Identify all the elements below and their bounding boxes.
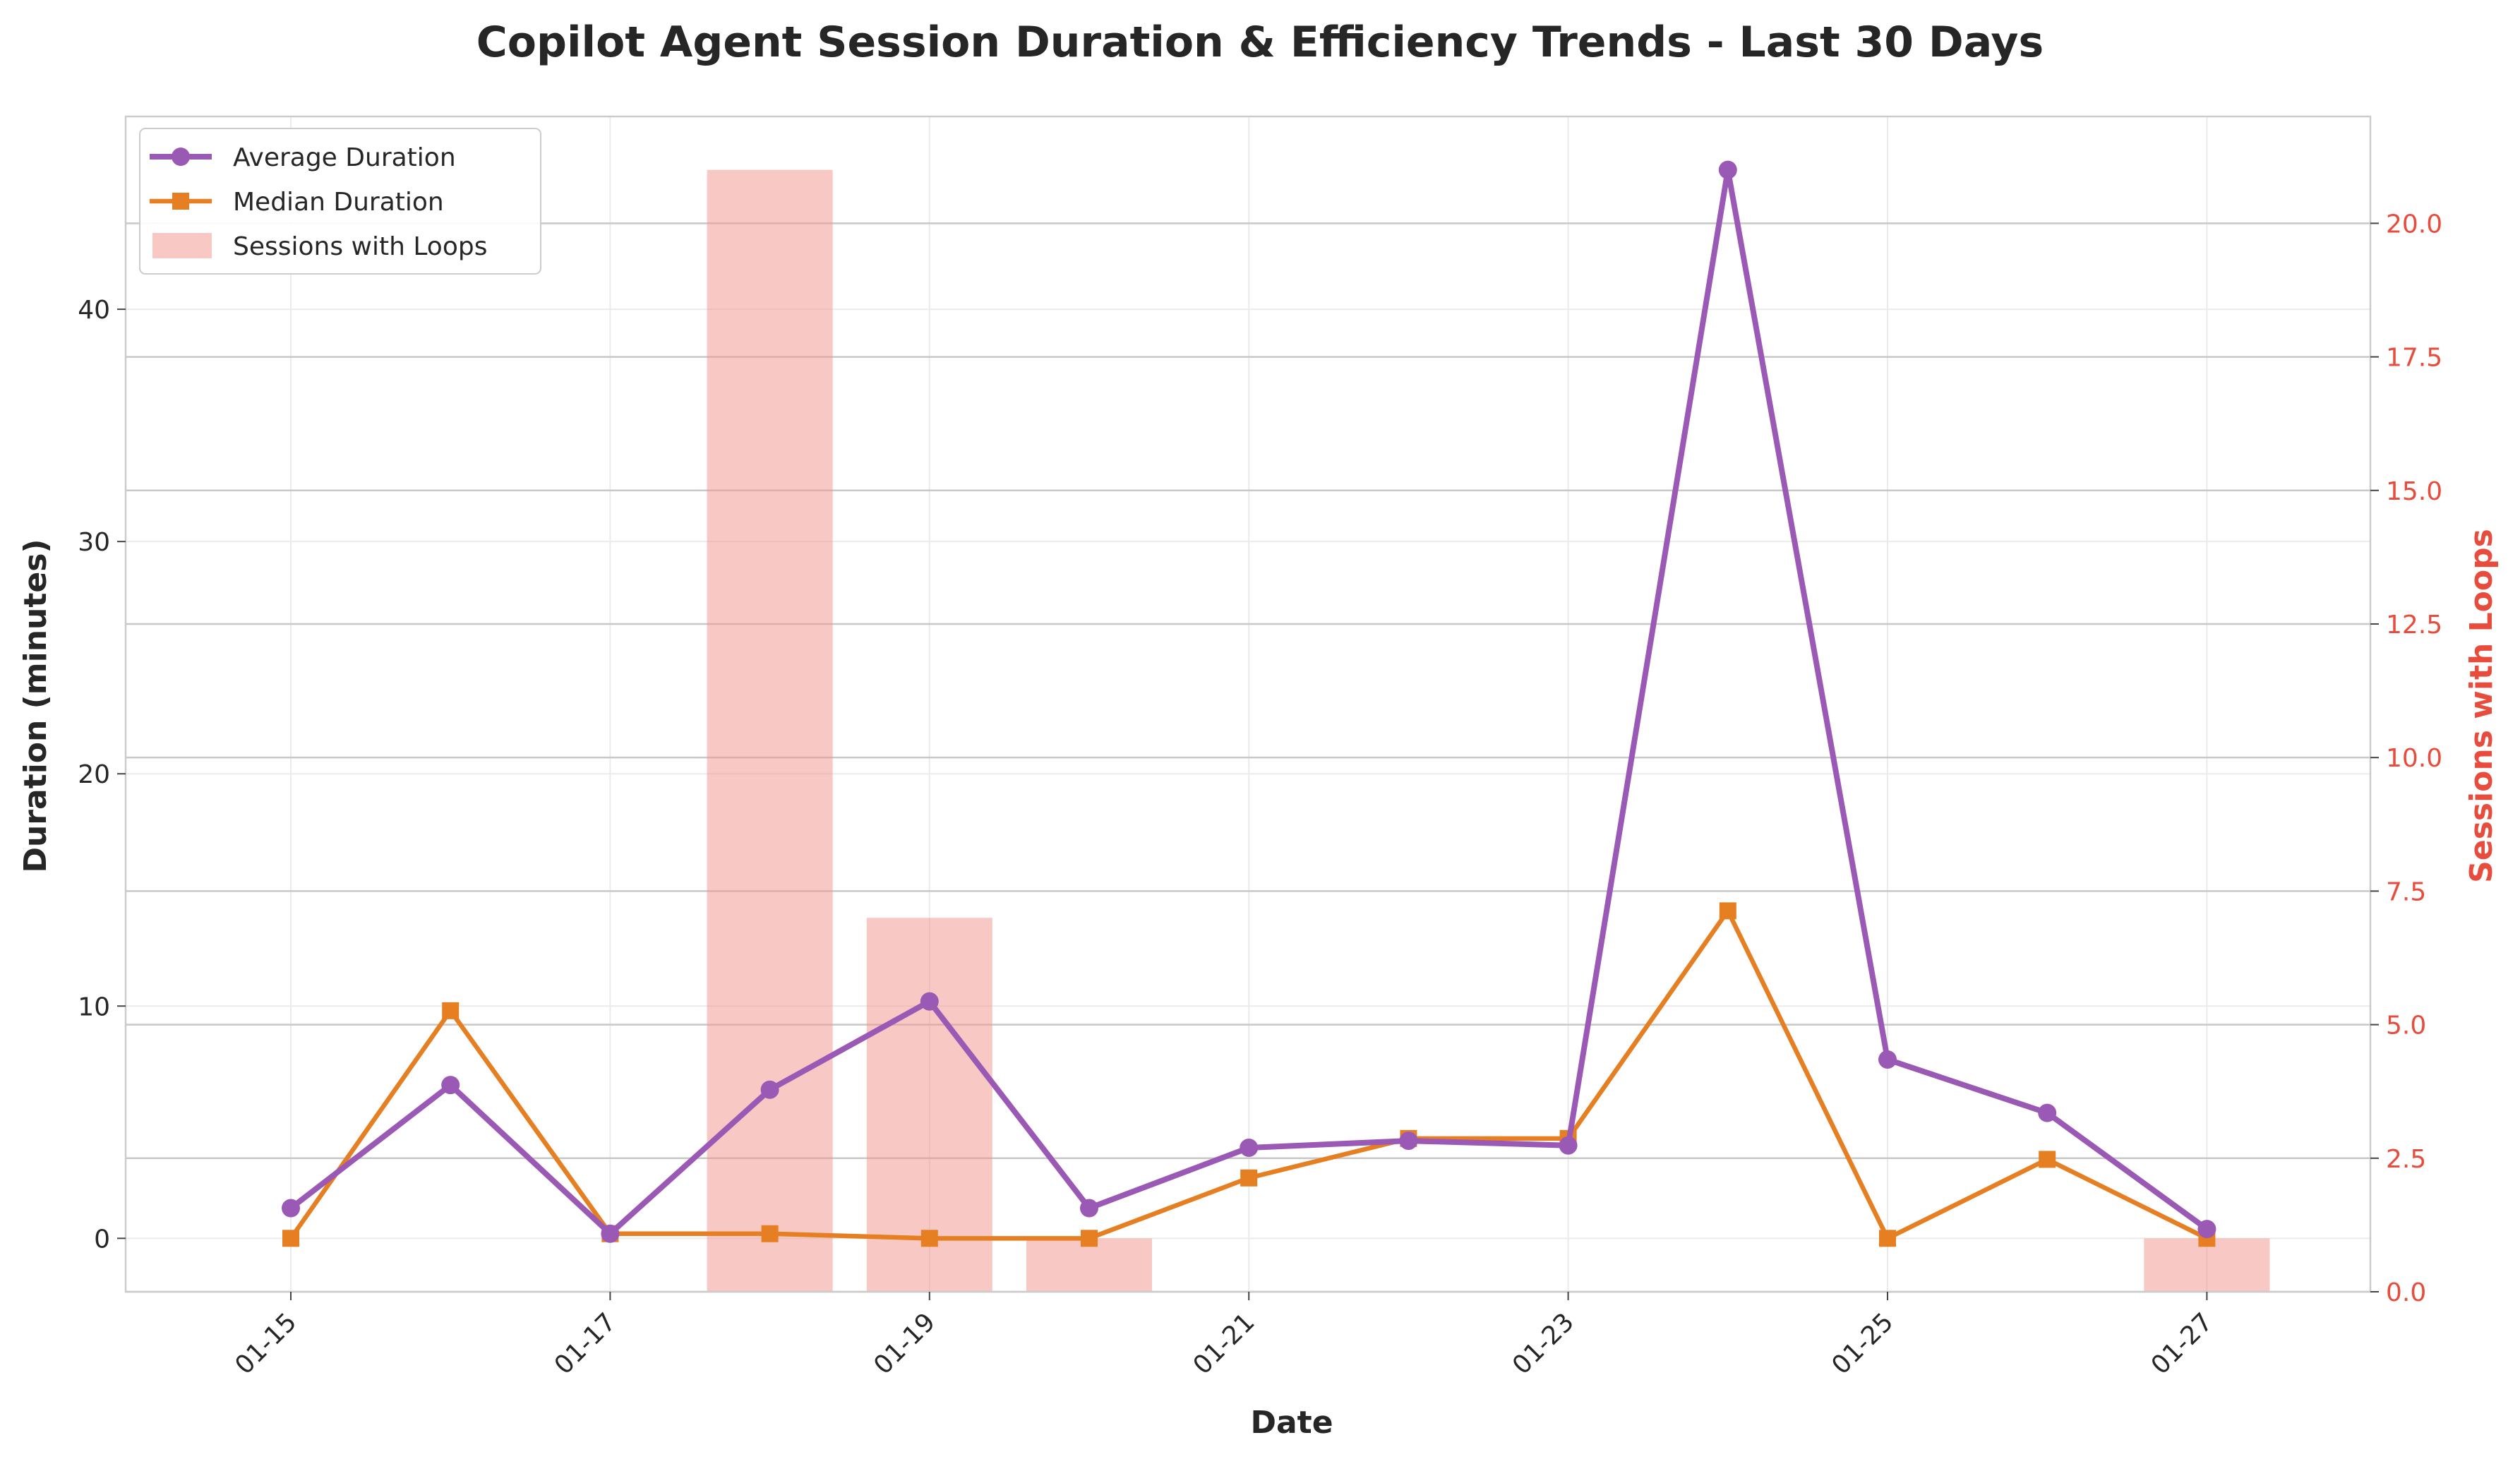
median-duration-point [1879,1230,1896,1247]
plot-frame [124,115,2372,1293]
y-tick-label: 0 [94,1225,110,1254]
legend-label: Sessions with Loops [233,232,487,261]
x-tick-label: 01-21 [1188,1307,1261,1380]
y-axis-label: Duration (minutes) [18,539,54,872]
median-duration-point [442,1002,460,1019]
x-tick-label: 01-17 [549,1307,622,1380]
x-tick-label: 01-25 [1826,1307,1899,1380]
average-duration-point [1080,1199,1098,1218]
x-tick-label: 01-27 [2146,1307,2219,1380]
median-duration-point [920,1230,938,1247]
average-duration-point [760,1080,779,1099]
legend-box [139,128,541,275]
y2-tick-label: 10.0 [2386,744,2442,773]
loop-bar [866,918,992,1292]
legend-label: Average Duration [233,143,456,172]
average-duration-point [601,1224,620,1243]
median-duration-point [761,1225,779,1242]
median-duration-point [1081,1230,1098,1247]
loop-bar [707,169,833,1292]
average-duration-point [441,1076,460,1095]
average-duration-point [1718,160,1737,179]
plot-area: 0 10 20 30 40 0.0 2.5 5.0 7.5 10.0 12.5 15.0 17.5 20.… [78,115,2442,1380]
y2-axis-label: Sessions with Loops [2464,529,2500,883]
average-duration-point [1399,1132,1418,1151]
y2-tick-label: 15.0 [2386,477,2442,506]
y2-tick-label: 0.0 [2386,1278,2426,1307]
average-duration-point [920,992,939,1011]
x-axis-label: Date [1250,1405,1333,1441]
median-duration-point [1240,1169,1258,1187]
average-duration-point [1240,1138,1259,1157]
y2-tick-label: 12.5 [2386,611,2442,640]
plot-background [126,116,2370,1292]
x-tick-label: 01-19 [868,1307,941,1380]
x-tick-label: 01-15 [229,1307,302,1380]
loop-bar [1026,1238,1152,1292]
y-tick-label: 30 [78,528,110,557]
legend-label: Median Duration [233,188,444,217]
y2-tick-label: 2.5 [2386,1145,2426,1174]
y-tick-label: 10 [78,992,110,1021]
y2-tick-label: 20.0 [2386,210,2442,239]
median-duration-point [2039,1151,2056,1168]
loop-bar [2144,1238,2270,1292]
median-duration-point [282,1230,299,1247]
average-duration-point [282,1199,300,1218]
legend-marker [172,193,189,210]
legend: Average Duration Median Duration Sessions … [139,128,541,275]
y2-tick-label: 17.5 [2386,344,2442,373]
average-duration-point [2038,1103,2057,1122]
legend-swatch-loops [152,233,212,258]
y2-tick-label: 5.0 [2386,1012,2426,1040]
x-tick-label: 01-23 [1507,1307,1580,1380]
average-duration-point [2197,1220,2216,1239]
median-duration-point [1719,902,1736,920]
y2-tick-label: 7.5 [2386,877,2426,906]
chart-title: Copilot Agent Session Duration & Efficie… [476,18,2044,67]
y-tick-label: 20 [78,760,110,789]
legend-marker [172,148,190,166]
average-duration-point [1878,1050,1897,1069]
y-tick-label: 40 [78,296,110,325]
average-duration-point [1559,1136,1578,1155]
